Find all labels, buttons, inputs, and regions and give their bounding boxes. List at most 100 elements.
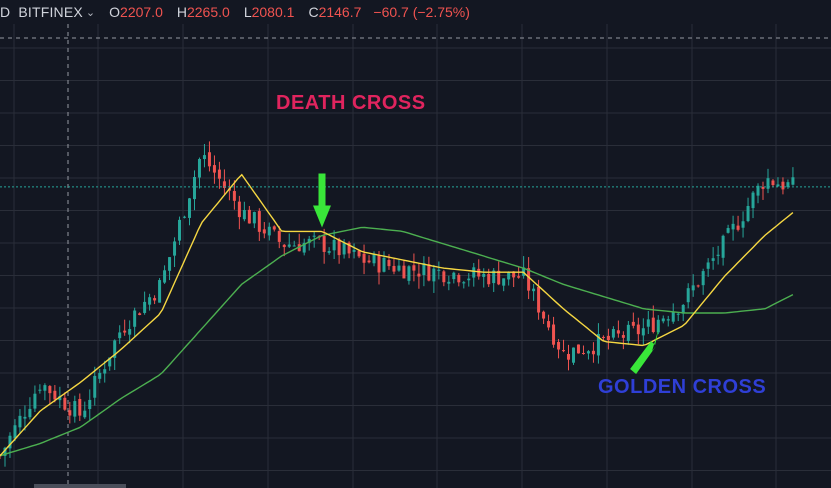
candle-body (327, 251, 331, 253)
candle-body (222, 181, 226, 188)
candle-body (232, 191, 236, 201)
candle-body (342, 243, 346, 255)
ma-fast-line (0, 173, 794, 457)
candle-body (776, 184, 780, 187)
candle-body (691, 285, 695, 291)
candle-body (711, 258, 715, 261)
candle-body (3, 447, 7, 456)
candle-body (402, 265, 406, 279)
candle-body (422, 263, 426, 275)
candle-body (307, 238, 311, 243)
candle-body (557, 341, 561, 350)
candle-body (527, 268, 531, 291)
open-label: O (109, 4, 121, 20)
candle-body (23, 416, 27, 419)
candle-body (207, 152, 211, 167)
candle-body (567, 354, 571, 360)
candle-body (272, 226, 276, 230)
candle-body (751, 192, 755, 209)
ma-slow-line (0, 226, 794, 457)
candle-body (671, 311, 675, 322)
candle-body (452, 272, 456, 280)
candle-body (78, 398, 82, 416)
candle-body (382, 257, 386, 272)
candle-body (202, 155, 206, 160)
exchange-label[interactable]: BITFINEX (18, 4, 83, 20)
candle-body (766, 178, 770, 189)
candle-body (661, 318, 665, 322)
candle-body (477, 268, 481, 277)
candle-body (611, 329, 615, 338)
candle-body (237, 201, 241, 218)
candle-body (621, 335, 625, 338)
candle-body (651, 317, 655, 333)
candle-body (28, 408, 32, 418)
candle-body (781, 181, 785, 190)
candle-body (492, 270, 496, 284)
candle-body (188, 198, 192, 218)
candle-body (447, 281, 451, 284)
candle-body (696, 285, 700, 287)
candle-body (63, 397, 67, 410)
close-label: C (308, 4, 319, 20)
candle-body (163, 270, 167, 283)
candle-body (38, 389, 42, 391)
candle-body (601, 336, 605, 338)
candle-body (746, 206, 750, 222)
candle-body (242, 210, 246, 220)
candle-body (197, 159, 201, 178)
candle-body (113, 340, 117, 358)
death-cross-label: DEATH CROSS (276, 92, 426, 114)
candle-body (252, 211, 256, 224)
candle-body (392, 265, 396, 272)
candle-body (791, 177, 795, 185)
candle-body (576, 344, 580, 354)
candle-body (457, 274, 461, 283)
candle-body (716, 254, 720, 256)
low-value: 2080.1 (251, 4, 295, 20)
candle-body (387, 260, 391, 267)
low-label: L (243, 4, 252, 20)
legend-header: D BITFINEX ⌄ O 2207.0 H 2265.0 L 2080.1 C 21… (0, 0, 470, 24)
candle-body (178, 219, 182, 241)
candle-body (586, 351, 590, 354)
candle-body (173, 241, 177, 256)
candle-body (93, 375, 97, 398)
candle-body (407, 266, 411, 281)
candle-body (641, 328, 645, 336)
candle-body (192, 176, 196, 200)
candle-body (217, 169, 221, 179)
candle-body (756, 185, 760, 196)
candle-body (143, 301, 147, 313)
candle-body (367, 260, 371, 263)
candle-body (257, 211, 261, 232)
candle-body (43, 385, 47, 391)
candle-body (212, 165, 216, 173)
candle-body (73, 401, 77, 417)
candle-body (118, 332, 122, 339)
candle-body (437, 269, 441, 271)
candle-body (153, 298, 157, 301)
candle-body (183, 216, 187, 218)
candle-body (332, 239, 336, 251)
candle-body (497, 270, 501, 285)
candle-body (68, 410, 72, 416)
candle-body (98, 372, 102, 379)
candle-body (108, 357, 112, 367)
candle-body (681, 304, 685, 314)
candle-body (432, 268, 436, 282)
candle-body (8, 435, 12, 449)
golden-cross-arrow-icon (630, 323, 661, 375)
high-value: 2265.0 (186, 4, 230, 20)
chevron-down-icon[interactable]: ⌄ (85, 6, 96, 19)
interval-label[interactable]: D (0, 4, 11, 20)
candle-body (133, 310, 137, 327)
candle-body (103, 369, 107, 374)
high-label: H (176, 4, 187, 20)
candle-body (18, 415, 22, 428)
candle-body (58, 396, 62, 401)
candle-body (771, 180, 775, 186)
candle-body (88, 399, 92, 410)
candle-body (741, 221, 745, 228)
